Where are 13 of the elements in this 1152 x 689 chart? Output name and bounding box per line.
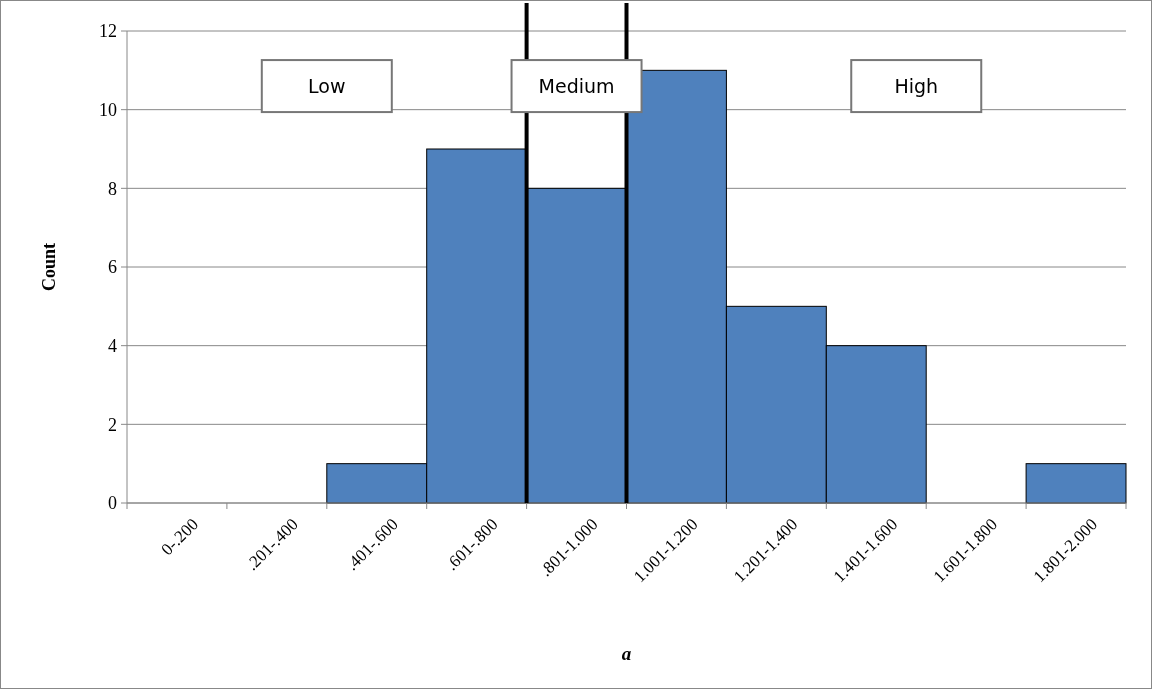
y-tick-label: 10 [99, 99, 117, 120]
annotation: High [894, 74, 939, 97]
y-tick-label: 6 [108, 257, 117, 278]
x-axis-title: a [621, 643, 632, 664]
bar [1025, 463, 1127, 504]
y-tick-label: 12 [99, 21, 117, 42]
annotation: Medium [538, 74, 615, 97]
y-tick-label: 0 [108, 493, 117, 514]
y-tick-label: 2 [108, 414, 117, 435]
annotation: Low [308, 74, 346, 97]
y-tick-label: 4 [108, 335, 117, 356]
y-axis-title: Count [39, 242, 59, 292]
y-tick-label: 8 [108, 178, 117, 199]
